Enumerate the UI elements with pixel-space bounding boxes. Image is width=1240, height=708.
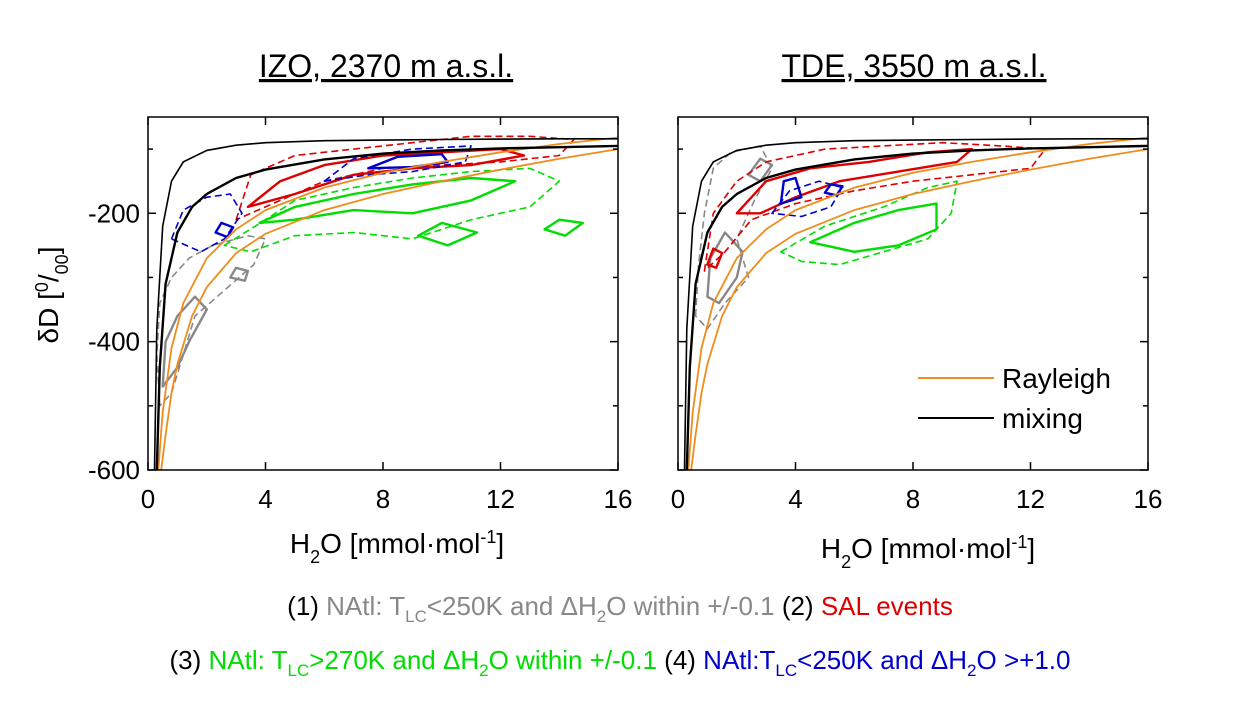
x-tick-label: 16	[604, 484, 633, 514]
figure: IZO, 2370 m a.s.l. δD [0/00] H2O [mmol·m…	[32, 48, 1163, 572]
contour-2-3	[703, 141, 1046, 272]
contour-1-2	[747, 157, 774, 183]
plot-frame	[147, 116, 619, 471]
caption-group2-number: (2)	[781, 591, 821, 621]
contour-3-7	[809, 202, 938, 254]
contour-3-8	[543, 218, 584, 237]
series-line-curve-1	[687, 136, 1148, 470]
series-line-curve-3	[683, 138, 1148, 470]
contour-4-12	[214, 221, 235, 239]
caption-group3-number: (3)	[169, 645, 209, 675]
caption-group2: SAL events	[820, 591, 953, 621]
x-tick-label: 0	[671, 484, 685, 514]
y-tick-label: -200	[88, 198, 140, 228]
x-tick-label: 12	[486, 484, 515, 514]
plot-area	[153, 135, 618, 470]
x-tick-label: 4	[258, 484, 272, 514]
legend-label-rayleigh: Rayleigh	[1002, 363, 1111, 394]
contour-4-11	[367, 152, 449, 170]
contour-3-5	[223, 167, 561, 253]
contour-3-6	[779, 180, 958, 266]
panel-izo: IZO, 2370 m a.s.l. δD [0/00] H2O [mmol·m…	[32, 48, 632, 567]
series-line-mixing-2	[685, 144, 1148, 470]
caption-group1-number: (1)	[287, 591, 327, 621]
contour-3-6	[258, 176, 517, 225]
panel-title: TDE, 3550 m a.s.l.	[782, 48, 1047, 84]
contour-4-10	[323, 145, 472, 182]
panel-tde: TDE, 3550 m a.s.l. H2O [mmol·mol-1] Rayl…	[671, 48, 1163, 572]
series-line-rayleigh-0	[160, 148, 618, 470]
contour-2-4	[246, 147, 526, 209]
contour-1-0	[694, 145, 773, 330]
x-axis-label: H2O [mmol·mol-1]	[290, 527, 504, 567]
caption-line-1: (1) NAtl: TLC<250K and ΔH2O within +/-0.…	[0, 590, 1240, 633]
contour-4-9	[170, 193, 243, 253]
caption-group3: NAtl: TLC>270K and ΔH2O within +/-0.1	[208, 645, 665, 680]
contour-4-10	[823, 183, 844, 197]
series-line-mixing-2	[155, 144, 618, 470]
x-tick-label: 0	[141, 484, 155, 514]
series-line-curve-3	[153, 138, 618, 470]
panel-title: IZO, 2370 m a.s.l.	[259, 48, 513, 84]
legend-label-mixing: mixing	[1002, 403, 1083, 434]
x-tick-label: 4	[788, 484, 802, 514]
x-tick-label: 12	[1016, 484, 1045, 514]
contour-4-9	[779, 176, 803, 205]
caption-line-2: (3) NAtl: TLC>270K and ΔH2O within +/-0.…	[0, 644, 1240, 687]
contour-1-2	[229, 266, 250, 282]
x-axis-label: H2O [mmol·mol-1]	[821, 532, 1035, 572]
contour-1-0	[156, 234, 267, 407]
x-tick-label: 8	[906, 484, 920, 514]
plot-area	[683, 136, 1148, 470]
series-line-curve-1	[157, 136, 618, 470]
y-tick-label: -400	[88, 327, 140, 357]
caption-group1: NAtl: TLC<250K and ΔH2O within +/-0.1	[326, 591, 782, 626]
contour-3-7	[417, 221, 479, 247]
x-tick-label: 8	[376, 484, 390, 514]
legend: Rayleigh mixing	[918, 363, 1111, 434]
caption-group4-number: (4)	[664, 645, 704, 675]
x-tick-label: 16	[1134, 484, 1163, 514]
contour-1-1	[161, 295, 209, 388]
caption-group4: NAtl:TLC<250K and ΔH2O >+1.0	[703, 645, 1071, 680]
y-tick-label: -600	[88, 455, 140, 485]
y-axis-label: δD [0/00]	[32, 247, 72, 344]
series-line-rayleigh-0	[690, 148, 1148, 470]
contour-2-5	[706, 247, 724, 269]
